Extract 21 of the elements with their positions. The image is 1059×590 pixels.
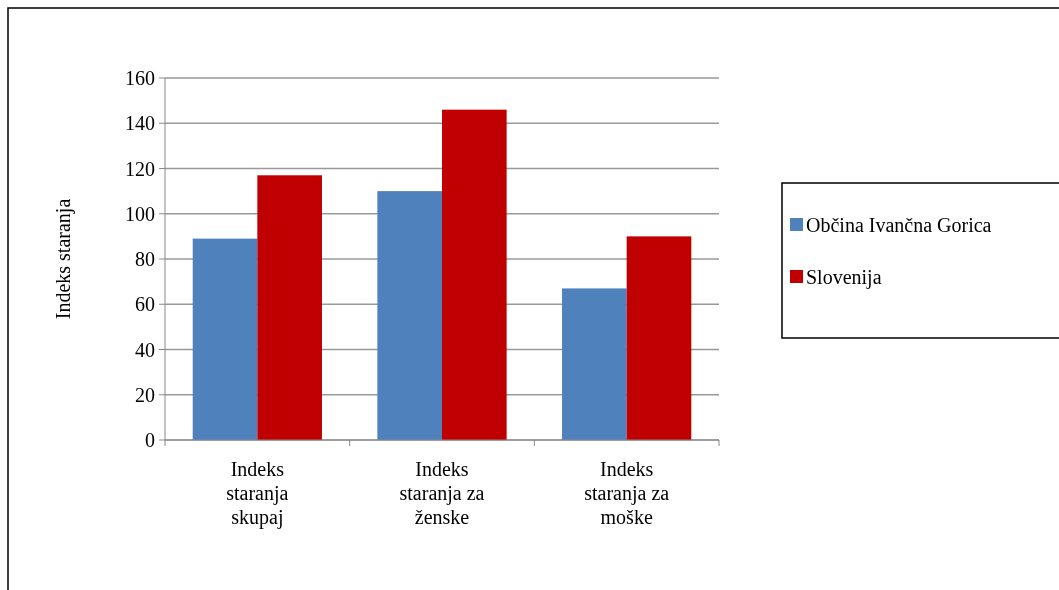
bar [442,109,507,440]
y-tick-label: 60 [135,293,155,316]
x-tick-label: Indeks staranja za ženske [399,458,485,528]
y-tick-label: 160 [125,67,155,89]
y-tick-label: 120 [125,157,155,180]
y-tick-label: 100 [125,202,155,225]
y-tick-label: 0 [145,429,155,451]
y-tick-label: 140 [125,112,155,135]
x-tick-label: Indeks staranja za moške [584,458,670,528]
y-tick-label: 20 [135,383,155,406]
y-tick-label: 80 [135,248,155,270]
bar [257,175,322,440]
y-axis-title: Indeks staranja [52,198,75,320]
legend-label: Občina Ivančna Gorica [806,214,992,236]
x-tick-label: Indeks staranja skupaj [226,458,289,529]
y-tick-label: 40 [135,338,155,361]
bar [562,288,627,440]
bar [192,238,258,440]
legend-label: Slovenija [806,266,882,289]
bar [626,236,692,440]
bar [377,191,442,440]
